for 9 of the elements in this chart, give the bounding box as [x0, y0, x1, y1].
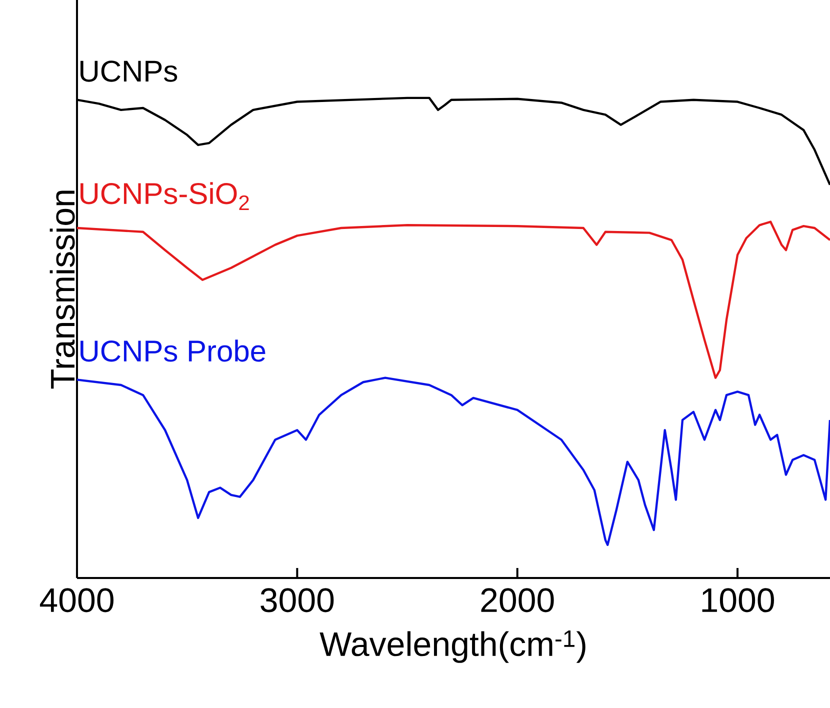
series-label: UCNPs	[80, 60, 178, 82]
series-label: UCNPs-SiO$_{2}$	[80, 182, 249, 210]
x-tick-label: 3000	[260, 588, 334, 612]
y-axis-title: Transmission	[50, 190, 75, 389]
x-tick-label: 4000	[40, 588, 114, 612]
x-axis-title: Wavelength(cm$^{-1}$)	[320, 630, 586, 663]
x-tick-label: 2000	[481, 588, 554, 612]
x-tick-label: 1000	[702, 588, 774, 612]
series-label: UCNPs Probe	[80, 340, 266, 362]
